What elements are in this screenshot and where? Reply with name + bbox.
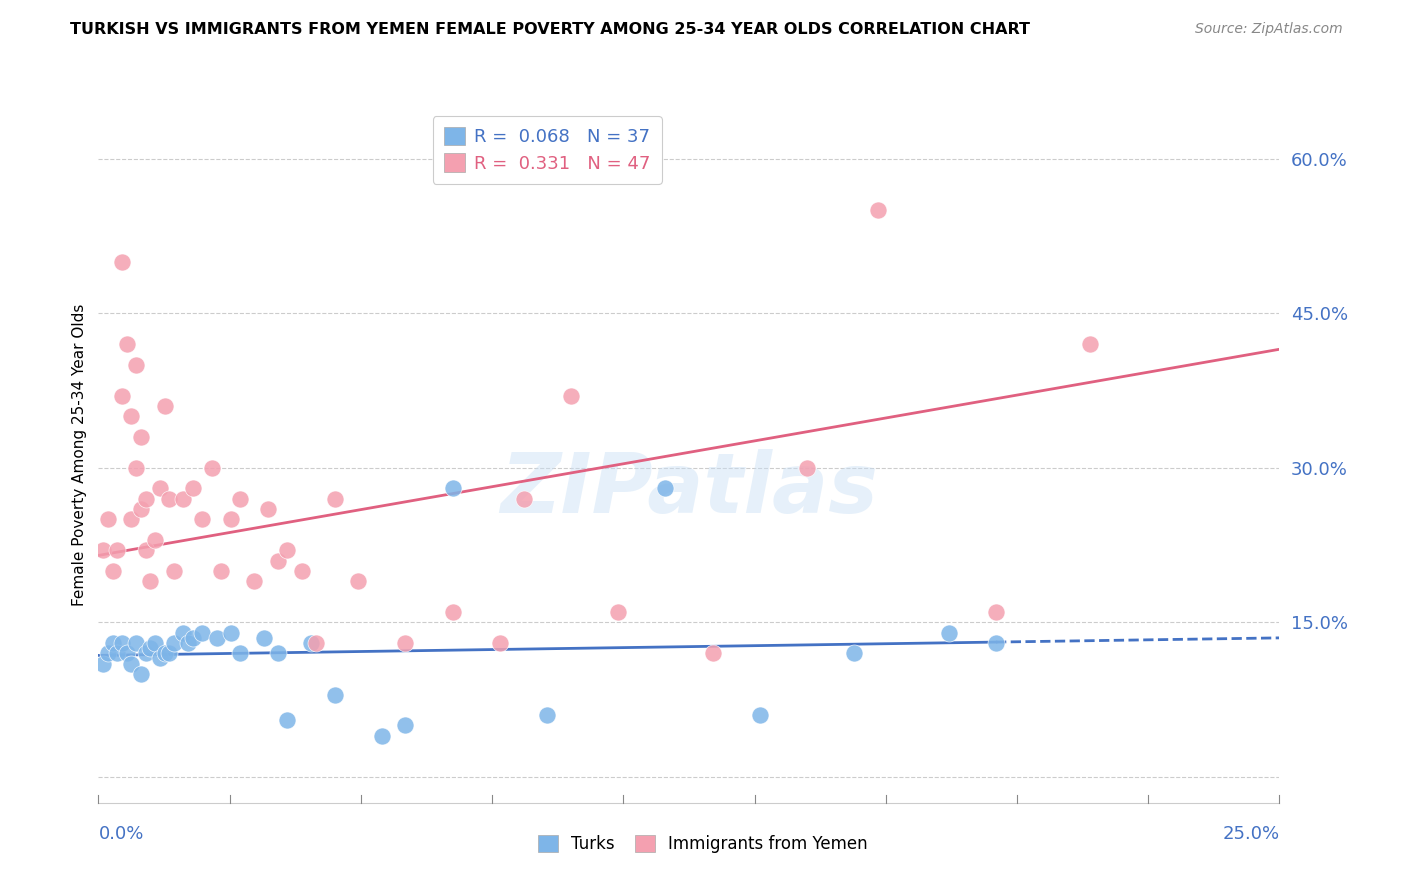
Point — [139, 641, 162, 656]
Point — [654, 482, 676, 496]
Point — [105, 646, 128, 660]
Point — [984, 636, 1007, 650]
Text: TURKISH VS IMMIGRANTS FROM YEMEN FEMALE POVERTY AMONG 25-34 YEAR OLDS CORRELATIO: TURKISH VS IMMIGRANTS FROM YEMEN FEMALE … — [70, 22, 1031, 37]
Point — [209, 564, 232, 578]
Point — [323, 688, 346, 702]
Point — [748, 708, 770, 723]
Text: 25.0%: 25.0% — [1222, 825, 1279, 843]
Point — [229, 646, 252, 660]
Point — [101, 564, 124, 578]
Point — [441, 605, 464, 619]
Point — [121, 512, 143, 526]
Point — [276, 543, 298, 558]
Point — [347, 574, 370, 589]
Point — [267, 553, 290, 567]
Point — [181, 482, 204, 496]
Point — [489, 636, 512, 650]
Point — [163, 636, 186, 650]
Point — [191, 512, 214, 526]
Point — [125, 460, 148, 475]
Point — [97, 646, 120, 660]
Point — [866, 203, 889, 218]
Point — [121, 409, 143, 424]
Point — [91, 543, 114, 558]
Point — [441, 482, 464, 496]
Point — [243, 574, 266, 589]
Point — [172, 491, 194, 506]
Point — [299, 636, 322, 650]
Legend: Turks, Immigrants from Yemen: Turks, Immigrants from Yemen — [530, 827, 876, 862]
Point — [229, 491, 252, 506]
Point — [115, 646, 138, 660]
Point — [267, 646, 290, 660]
Point — [219, 625, 242, 640]
Point — [276, 714, 298, 728]
Point — [111, 389, 134, 403]
Point — [536, 708, 558, 723]
Point — [157, 491, 180, 506]
Point — [101, 636, 124, 650]
Point — [125, 636, 148, 650]
Point — [157, 646, 180, 660]
Point — [702, 646, 724, 660]
Text: ZIPatlas: ZIPatlas — [501, 450, 877, 530]
Point — [129, 667, 152, 681]
Point — [219, 512, 242, 526]
Point — [105, 543, 128, 558]
Point — [149, 482, 172, 496]
Text: 0.0%: 0.0% — [98, 825, 143, 843]
Point — [181, 631, 204, 645]
Point — [394, 718, 416, 732]
Point — [512, 491, 534, 506]
Point — [205, 631, 228, 645]
Point — [135, 491, 157, 506]
Point — [163, 564, 186, 578]
Point — [844, 646, 866, 660]
Point — [560, 389, 582, 403]
Point — [177, 636, 200, 650]
Point — [607, 605, 630, 619]
Point — [125, 358, 148, 372]
Point — [1080, 337, 1102, 351]
Point — [135, 646, 157, 660]
Point — [111, 254, 134, 268]
Point — [149, 651, 172, 665]
Point — [111, 636, 134, 650]
Point — [143, 533, 166, 547]
Point — [191, 625, 214, 640]
Point — [135, 543, 157, 558]
Point — [290, 564, 312, 578]
Point — [323, 491, 346, 506]
Point — [305, 636, 328, 650]
Point — [394, 636, 416, 650]
Point — [984, 605, 1007, 619]
Point — [97, 512, 120, 526]
Point — [172, 625, 194, 640]
Legend: R =  0.068   N = 37, R =  0.331   N = 47: R = 0.068 N = 37, R = 0.331 N = 47 — [433, 116, 662, 184]
Point — [938, 625, 960, 640]
Point — [153, 399, 176, 413]
Point — [121, 657, 143, 671]
Point — [143, 636, 166, 650]
Point — [129, 430, 152, 444]
Point — [257, 502, 280, 516]
Point — [91, 657, 114, 671]
Text: Source: ZipAtlas.com: Source: ZipAtlas.com — [1195, 22, 1343, 37]
Point — [153, 646, 176, 660]
Point — [115, 337, 138, 351]
Point — [796, 460, 818, 475]
Point — [371, 729, 394, 743]
Y-axis label: Female Poverty Among 25-34 Year Olds: Female Poverty Among 25-34 Year Olds — [72, 304, 87, 606]
Point — [139, 574, 162, 589]
Point — [253, 631, 276, 645]
Point — [129, 502, 152, 516]
Point — [201, 460, 224, 475]
